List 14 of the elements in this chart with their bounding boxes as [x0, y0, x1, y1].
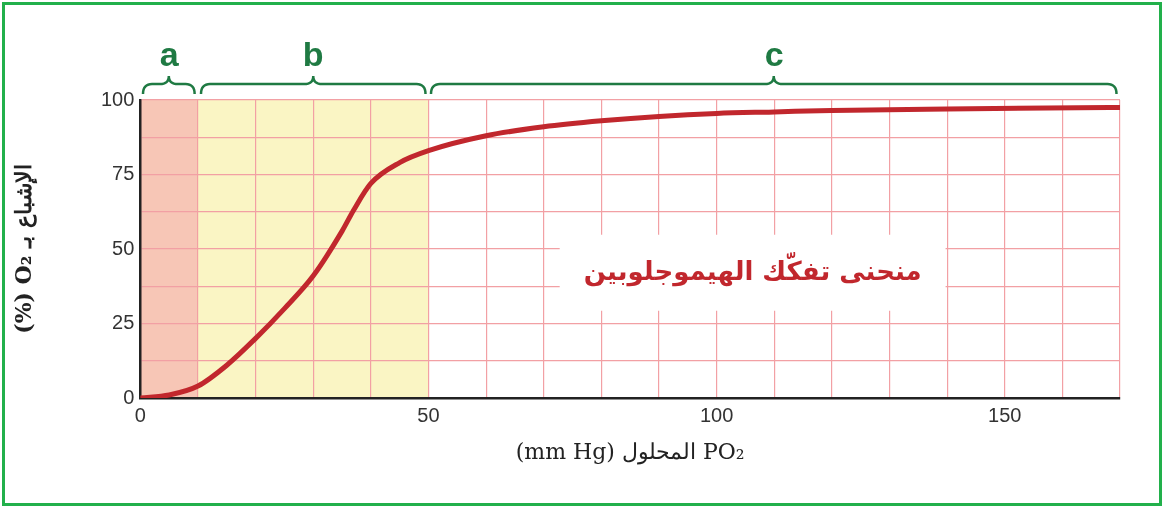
y-axis-title: الإشباع بـ O₂ (%)	[10, 164, 39, 334]
y-tick-label: 25	[112, 311, 135, 334]
band-label: b	[302, 35, 324, 74]
y-tick-label: 50	[112, 236, 135, 259]
band-label: a	[159, 35, 180, 74]
y-tick-label: 0	[123, 385, 135, 408]
x-tick-label: 100	[699, 403, 734, 426]
x-tick-label: 50	[417, 403, 440, 426]
text: c	[764, 35, 784, 74]
x-tick-label: 150	[988, 403, 1022, 426]
y-tick-label: 100	[100, 87, 135, 110]
x-axis-title: PO₂ المحلول (mm Hg)	[515, 438, 745, 465]
text: منحنى تفكّك الهيموجلوبين	[583, 252, 922, 287]
y-tick-label: 75	[112, 162, 135, 185]
